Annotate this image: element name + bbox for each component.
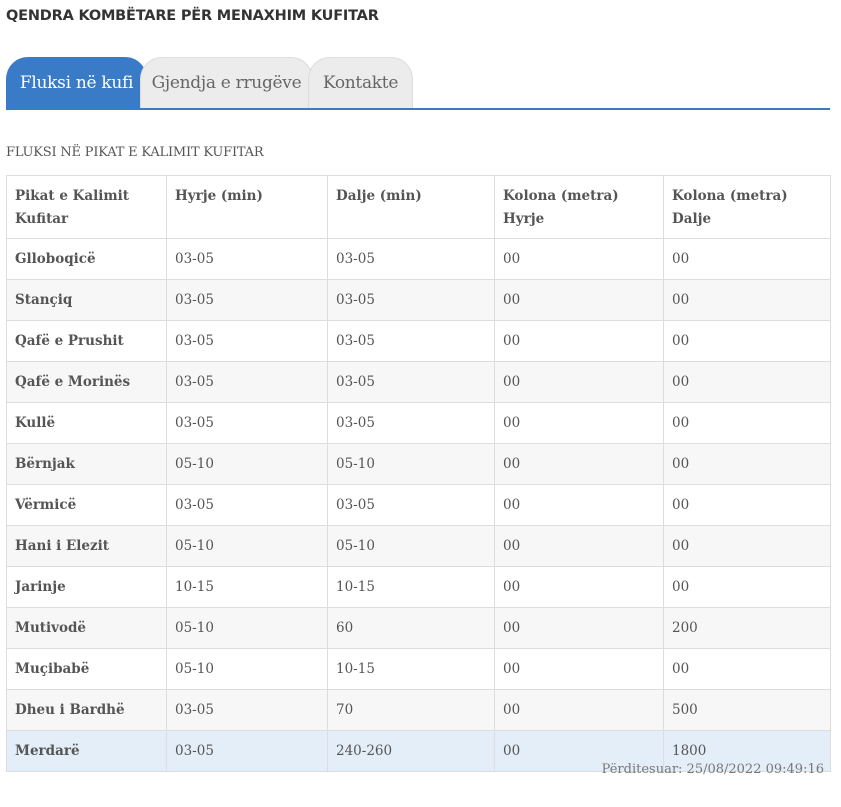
queue-entry-cell: 00 <box>494 320 664 362</box>
exit-time-cell: 05-10 <box>327 525 495 567</box>
column-header-crossing-point: Pikat e Kalimit Kufitar <box>6 175 167 239</box>
exit-time-cell: 03-05 <box>327 484 495 526</box>
exit-time-cell: 60 <box>327 607 495 649</box>
crossing-point-cell: Bërnjak <box>6 443 167 485</box>
queue-entry-cell: 00 <box>494 484 664 526</box>
crossing-point-cell: Vërmicë <box>6 484 167 526</box>
entry-time-cell: 10-15 <box>166 566 328 608</box>
table-row: Glloboqicë 03-05 03-05 00 00 <box>6 238 831 280</box>
crossing-point-cell: Hani i Elezit <box>6 525 167 567</box>
queue-exit-cell: 00 <box>663 361 831 403</box>
page-title: QENDRA KOMBËTARE PËR MENAXHIM KUFITAR <box>6 8 379 24</box>
exit-time-cell: 240-260 <box>327 730 495 772</box>
table-row: Vërmicë 03-05 03-05 00 00 <box>6 484 831 526</box>
table-row: Stançiq 03-05 03-05 00 00 <box>6 279 831 321</box>
queue-entry-cell: 00 <box>494 402 664 444</box>
table-row: Jarinje 10-15 10-15 00 00 <box>6 566 831 608</box>
entry-time-cell: 03-05 <box>166 730 328 772</box>
entry-time-cell: 03-05 <box>166 689 328 731</box>
queue-entry-cell: 00 <box>494 443 664 485</box>
entry-time-cell: 03-05 <box>166 279 328 321</box>
crossing-point-cell: Mutivodë <box>6 607 167 649</box>
tab-kontakte[interactable]: Kontakte <box>308 57 413 108</box>
crossing-point-cell: Qafë e Morinës <box>6 361 167 403</box>
tab-bar: Fluksi në kufi Gjendja e rrugëve Kontakt… <box>6 57 830 110</box>
table-row: Qafë e Morinës 03-05 03-05 00 00 <box>6 361 831 403</box>
table-row: Bërnjak 05-10 05-10 00 00 <box>6 443 831 485</box>
queue-entry-cell: 00 <box>494 689 664 731</box>
crossing-point-cell: Muçibabë <box>6 648 167 690</box>
exit-time-cell: 10-15 <box>327 648 495 690</box>
queue-entry-cell: 00 <box>494 648 664 690</box>
crossing-point-cell: Merdarë <box>6 730 167 772</box>
exit-time-cell: 03-05 <box>327 402 495 444</box>
table-row: Muçibabë 05-10 10-15 00 00 <box>6 648 831 690</box>
crossing-point-cell: Qafë e Prushit <box>6 320 167 362</box>
section-title: FLUKSI NË PIKAT E KALIMIT KUFITAR <box>6 145 264 160</box>
column-header-exit-min: Dalje (min) <box>327 175 495 239</box>
table-body: Glloboqicë 03-05 03-05 00 00 Stançiq 03-05 03-0… <box>6 238 831 772</box>
exit-time-cell: 70 <box>327 689 495 731</box>
queue-exit-cell: 00 <box>663 238 831 280</box>
table-row: Kullë 03-05 03-05 00 00 <box>6 402 831 444</box>
entry-time-cell: 03-05 <box>166 402 328 444</box>
queue-exit-cell: 00 <box>663 648 831 690</box>
column-header-entry-min: Hyrje (min) <box>166 175 328 239</box>
last-updated-text: Përditesuar: 25/08/2022 09:49:16 <box>601 762 824 777</box>
tab-fluksi-ne-kufi[interactable]: Fluksi në kufi <box>6 57 147 108</box>
table-row: Qafë e Prushit 03-05 03-05 00 00 <box>6 320 831 362</box>
queue-exit-cell: 00 <box>663 525 831 567</box>
exit-time-cell: 03-05 <box>327 238 495 280</box>
queue-exit-cell: 00 <box>663 279 831 321</box>
exit-time-cell: 03-05 <box>327 320 495 362</box>
entry-time-cell: 03-05 <box>166 320 328 362</box>
exit-time-cell: 03-05 <box>327 361 495 403</box>
queue-exit-cell: 00 <box>663 320 831 362</box>
entry-time-cell: 05-10 <box>166 607 328 649</box>
queue-exit-cell: 00 <box>663 443 831 485</box>
queue-entry-cell: 00 <box>494 279 664 321</box>
table-row: Mutivodë 05-10 60 00 200 <box>6 607 831 649</box>
queue-entry-cell: 00 <box>494 566 664 608</box>
exit-time-cell: 03-05 <box>327 279 495 321</box>
queue-entry-cell: 00 <box>494 361 664 403</box>
exit-time-cell: 05-10 <box>327 443 495 485</box>
queue-entry-cell: 00 <box>494 525 664 567</box>
table-row: Hani i Elezit 05-10 05-10 00 00 <box>6 525 831 567</box>
table-header-row: Pikat e Kalimit Kufitar Hyrje (min) Dalj… <box>6 175 831 239</box>
entry-time-cell: 05-10 <box>166 648 328 690</box>
queue-entry-cell: 00 <box>494 607 664 649</box>
crossing-point-cell: Kullë <box>6 402 167 444</box>
queue-exit-cell: 1800 <box>663 730 831 772</box>
crossing-point-cell: Jarinje <box>6 566 167 608</box>
entry-time-cell: 03-05 <box>166 238 328 280</box>
column-header-queue-exit: Kolona (metra) Dalje <box>663 175 831 239</box>
column-header-queue-entry: Kolona (metra) Hyrje <box>494 175 664 239</box>
queue-exit-cell: 00 <box>663 484 831 526</box>
queue-exit-cell: 200 <box>663 607 831 649</box>
entry-time-cell: 05-10 <box>166 525 328 567</box>
entry-time-cell: 03-05 <box>166 484 328 526</box>
crossing-point-cell: Stançiq <box>6 279 167 321</box>
entry-time-cell: 05-10 <box>166 443 328 485</box>
border-flux-table: Pikat e Kalimit Kufitar Hyrje (min) Dalj… <box>6 175 831 772</box>
crossing-point-cell: Glloboqicë <box>6 238 167 280</box>
queue-exit-cell: 00 <box>663 566 831 608</box>
table-row: Dheu i Bardhë 03-05 70 00 500 <box>6 689 831 731</box>
entry-time-cell: 03-05 <box>166 361 328 403</box>
queue-exit-cell: 500 <box>663 689 831 731</box>
tab-gjendja-e-rrugeve[interactable]: Gjendja e rrugëve <box>140 57 313 108</box>
queue-exit-cell: 00 <box>663 402 831 444</box>
crossing-point-cell: Dheu i Bardhë <box>6 689 167 731</box>
queue-entry-cell: 00 <box>494 730 664 772</box>
exit-time-cell: 10-15 <box>327 566 495 608</box>
queue-entry-cell: 00 <box>494 238 664 280</box>
table-row: Merdarë 03-05 240-260 00 1800 <box>6 730 831 772</box>
